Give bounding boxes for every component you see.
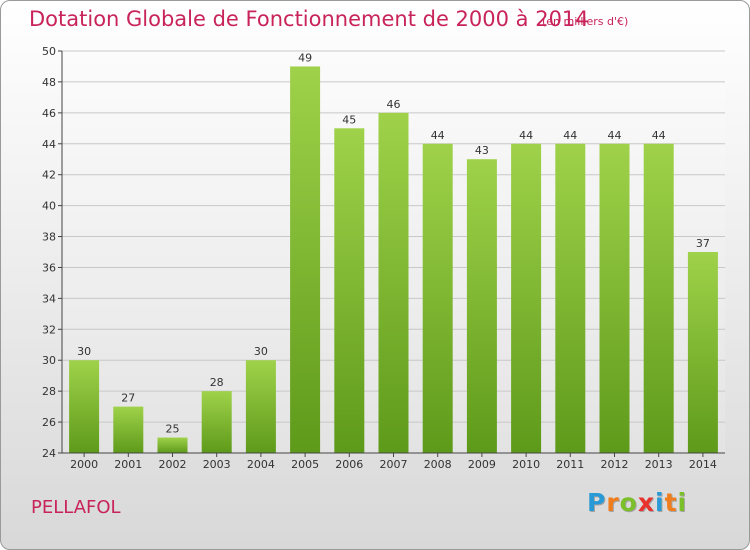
x-tick-label: 2001 <box>114 458 142 471</box>
bar-2003 <box>201 391 232 453</box>
data-label-2007: 46 <box>387 98 401 111</box>
y-tick-label: 46 <box>42 107 56 120</box>
x-tick-label: 2007 <box>380 458 408 471</box>
data-label-2006: 45 <box>342 113 356 126</box>
bar-2007 <box>378 112 409 453</box>
data-label-2009: 43 <box>475 144 489 157</box>
data-label-2011: 44 <box>563 129 577 142</box>
x-axis: 2000 2001 2002 2003 2004 2005 2006 2007 2008 2009… <box>62 452 725 471</box>
x-tick-label: 2011 <box>556 458 584 471</box>
logo-letter: i <box>655 488 665 517</box>
x-tick-label: 2006 <box>335 458 363 471</box>
data-label-2012: 44 <box>608 129 622 142</box>
y-tick-label: 50 <box>42 45 56 58</box>
data-label-2010: 44 <box>519 129 533 142</box>
data-label-2003: 28 <box>210 376 224 389</box>
bar-2012 <box>599 143 630 453</box>
proxiti-logo[interactable]: Proxiti <box>587 488 687 517</box>
logo-letter: i <box>677 488 688 517</box>
chart-title: Dotation Globale de Fonctionnement de 20… <box>29 7 589 31</box>
bar-2008 <box>422 143 453 453</box>
x-tick-label: 2008 <box>424 458 452 471</box>
bar-2000 <box>69 360 100 453</box>
x-tick-label: 2003 <box>203 458 231 471</box>
y-tick-label: 28 <box>42 385 56 398</box>
logo-letter: x <box>637 488 655 517</box>
x-tick-label: 2005 <box>291 458 319 471</box>
bar-2005 <box>290 66 321 453</box>
bar-2001 <box>113 406 144 453</box>
logo-letter: o <box>619 488 638 517</box>
y-tick-label: 24 <box>42 447 56 460</box>
x-tick-label: 2009 <box>468 458 496 471</box>
bars: 30 27 25 28 30 49 45 46 44 43 44 44 44 44 37 <box>69 51 718 454</box>
commune-name: PELLAFOL <box>31 497 121 518</box>
logo-letter: t <box>664 488 678 517</box>
y-axis: 24 26 28 30 32 34 36 38 40 42 44 46 48 50 <box>42 45 63 460</box>
bar-2004 <box>245 360 276 453</box>
x-tick-label: 2000 <box>70 458 98 471</box>
x-tick-label: 2013 <box>645 458 673 471</box>
data-label-2005: 49 <box>298 51 312 64</box>
logo-letter: r <box>606 488 620 517</box>
bar-2014 <box>687 252 718 453</box>
bar-2002 <box>157 437 188 453</box>
bar-2013 <box>643 143 674 453</box>
x-tick-label: 2010 <box>512 458 540 471</box>
bar-2006 <box>334 128 365 454</box>
data-label-2014: 37 <box>696 237 710 250</box>
y-tick-label: 34 <box>42 292 56 305</box>
data-label-2001: 27 <box>121 392 135 405</box>
y-tick-label: 32 <box>42 323 56 336</box>
y-tick-label: 30 <box>42 354 56 367</box>
y-tick-label: 42 <box>42 169 56 182</box>
data-label-2000: 30 <box>77 345 91 358</box>
logo-letter: P <box>587 488 607 517</box>
x-tick-label: 2014 <box>689 458 717 471</box>
bar-2010 <box>511 143 542 453</box>
x-tick-label: 2012 <box>601 458 629 471</box>
data-label-2013: 44 <box>652 129 666 142</box>
x-tick-label: 2004 <box>247 458 275 471</box>
y-tick-label: 38 <box>42 231 56 244</box>
y-tick-label: 40 <box>42 200 56 213</box>
y-tick-label: 36 <box>42 261 56 274</box>
y-tick-label: 44 <box>42 138 56 151</box>
chart-subtitle: (en milliers d'€) <box>542 15 629 28</box>
x-tick-label: 2002 <box>159 458 187 471</box>
y-tick-label: 26 <box>42 416 56 429</box>
y-tick-label: 48 <box>42 76 56 89</box>
bar-2009 <box>466 159 497 453</box>
data-label-2008: 44 <box>431 129 445 142</box>
data-label-2002: 25 <box>166 423 180 436</box>
data-label-2004: 30 <box>254 345 268 358</box>
bar-2011 <box>555 143 586 453</box>
